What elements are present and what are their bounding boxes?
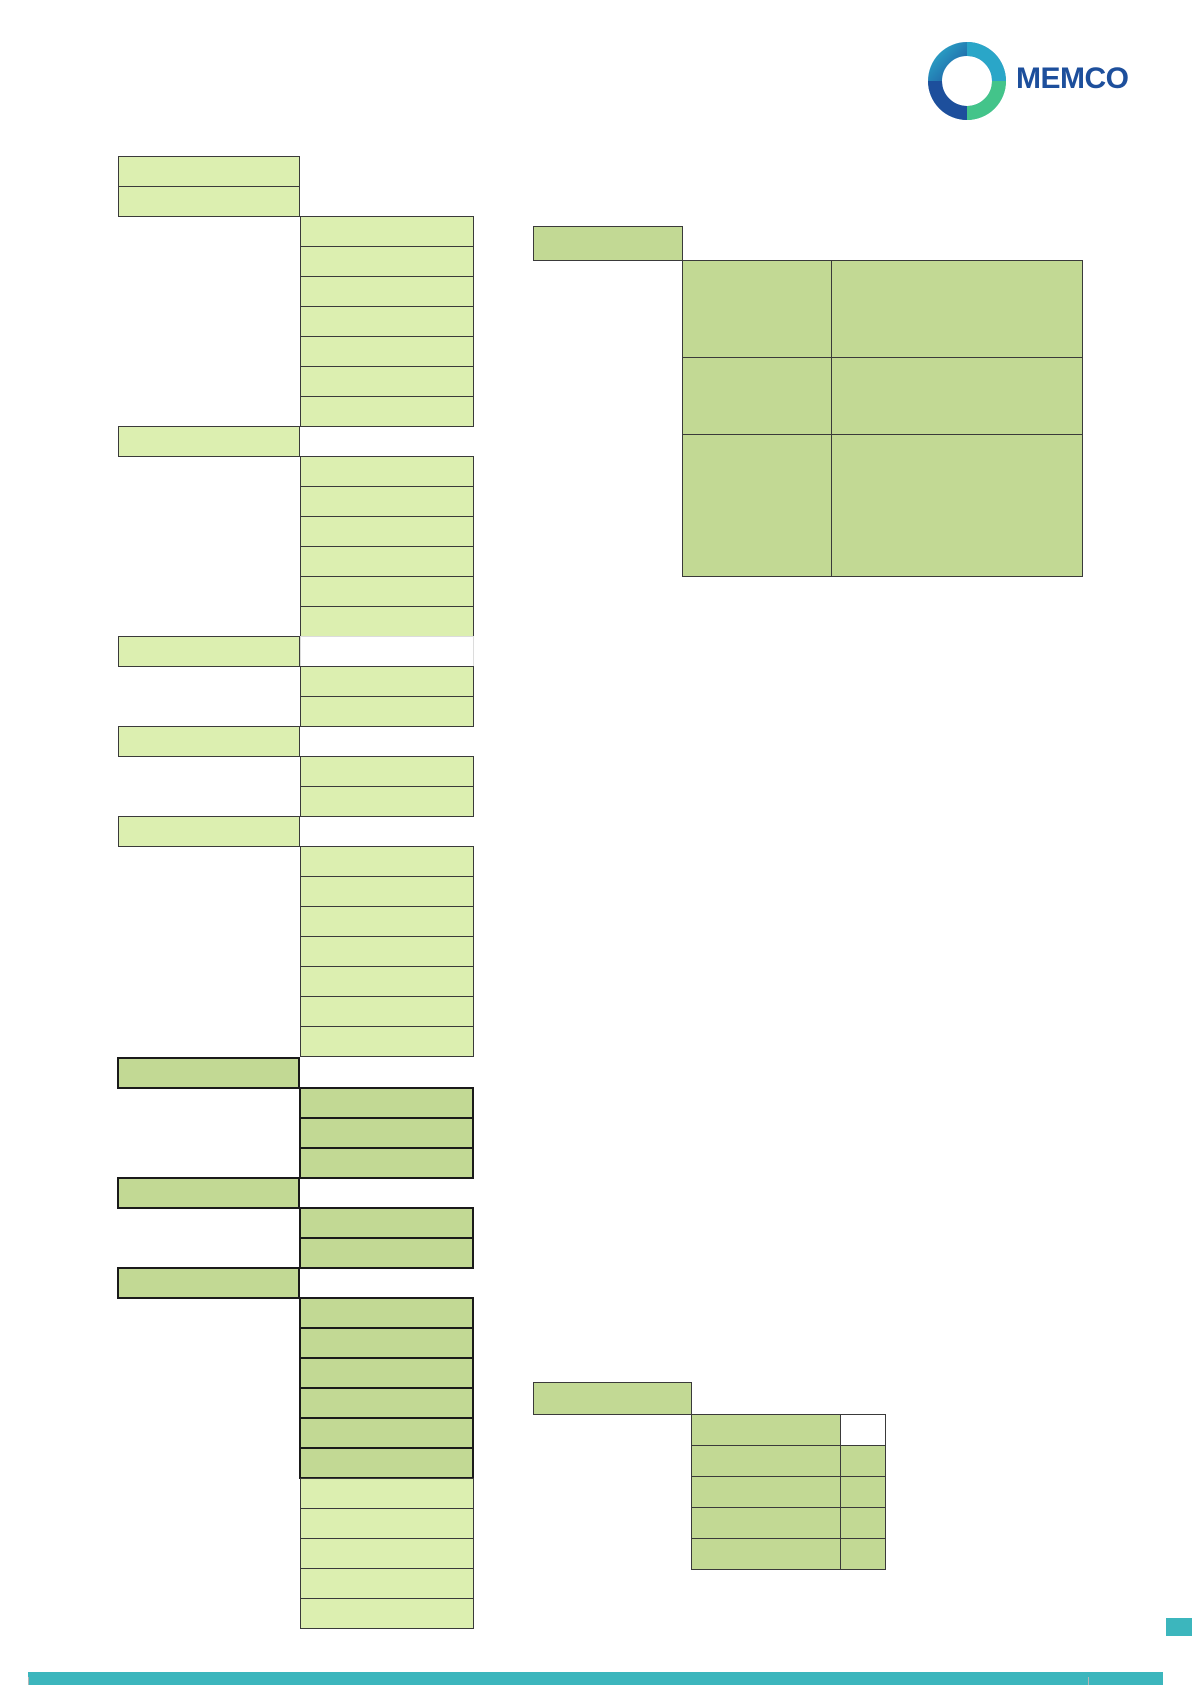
table-cell — [300, 366, 474, 397]
table-header-cell — [533, 1382, 692, 1415]
table-cell — [840, 1476, 886, 1508]
table-cell — [300, 1598, 474, 1629]
memco-ring-icon — [928, 42, 1006, 120]
table-cell — [299, 1207, 474, 1239]
table-cell — [300, 576, 474, 607]
table-cell — [300, 936, 474, 967]
crop-mark — [1088, 1677, 1089, 1685]
memco-logo — [924, 40, 1124, 124]
table-cell — [300, 1026, 474, 1057]
table-header-cell — [533, 226, 683, 261]
table-cell — [840, 1414, 886, 1446]
table-cell — [117, 1267, 300, 1299]
table-cell — [299, 1387, 474, 1419]
table-cell — [300, 456, 474, 487]
crop-mark — [28, 1677, 29, 1685]
table-cell — [118, 156, 300, 187]
footer-bar — [28, 1672, 1163, 1685]
table-cell — [691, 1445, 841, 1477]
table-cell — [118, 636, 300, 667]
table-cell — [300, 636, 474, 667]
table-cell — [299, 1327, 474, 1359]
table-cell — [299, 1297, 474, 1329]
table-cell — [682, 434, 832, 577]
table-cell — [300, 1508, 474, 1539]
table-cell — [300, 846, 474, 877]
table-cell — [300, 966, 474, 997]
table-cell — [300, 606, 474, 637]
table-cell — [299, 1117, 474, 1149]
table-cell — [300, 996, 474, 1027]
table-cell — [299, 1447, 474, 1479]
table-cell — [840, 1507, 886, 1539]
table-cell — [300, 1568, 474, 1599]
table-cell — [691, 1476, 841, 1508]
table-cell — [691, 1507, 841, 1539]
table-cell — [299, 1237, 474, 1269]
table-cell — [831, 260, 1083, 358]
table-cell — [118, 726, 300, 757]
table-cell — [300, 306, 474, 337]
table-cell — [691, 1414, 841, 1446]
table-cell — [300, 486, 474, 517]
table-cell — [300, 396, 474, 427]
table-cell — [299, 1147, 474, 1179]
table-cell — [300, 246, 474, 277]
table-cell — [300, 336, 474, 367]
table-cell — [117, 1057, 300, 1089]
table-cell — [300, 786, 474, 817]
brand-name: MEMCO — [1016, 62, 1129, 95]
table-cell — [691, 1538, 841, 1570]
table-cell — [300, 1478, 474, 1509]
table-cell — [118, 816, 300, 847]
table-cell — [300, 756, 474, 787]
table-cell — [299, 1087, 474, 1119]
table-cell — [118, 426, 300, 457]
table-cell — [682, 357, 832, 435]
table-cell — [117, 1177, 300, 1209]
table-cell — [682, 260, 832, 358]
table-cell — [840, 1445, 886, 1477]
table-cell — [300, 276, 474, 307]
table-cell — [118, 186, 300, 217]
table-cell — [300, 546, 474, 577]
table-cell — [840, 1538, 886, 1570]
table-cell — [300, 906, 474, 937]
table-cell — [300, 696, 474, 727]
table-cell — [831, 357, 1083, 435]
table-cell — [300, 1538, 474, 1569]
table-cell — [300, 666, 474, 697]
table-cell — [299, 1417, 474, 1449]
table-cell — [300, 516, 474, 547]
page-marker — [1166, 1618, 1192, 1636]
table-cell — [300, 876, 474, 907]
table-cell — [299, 1357, 474, 1389]
table-cell — [300, 216, 474, 247]
table-cell — [831, 434, 1083, 577]
